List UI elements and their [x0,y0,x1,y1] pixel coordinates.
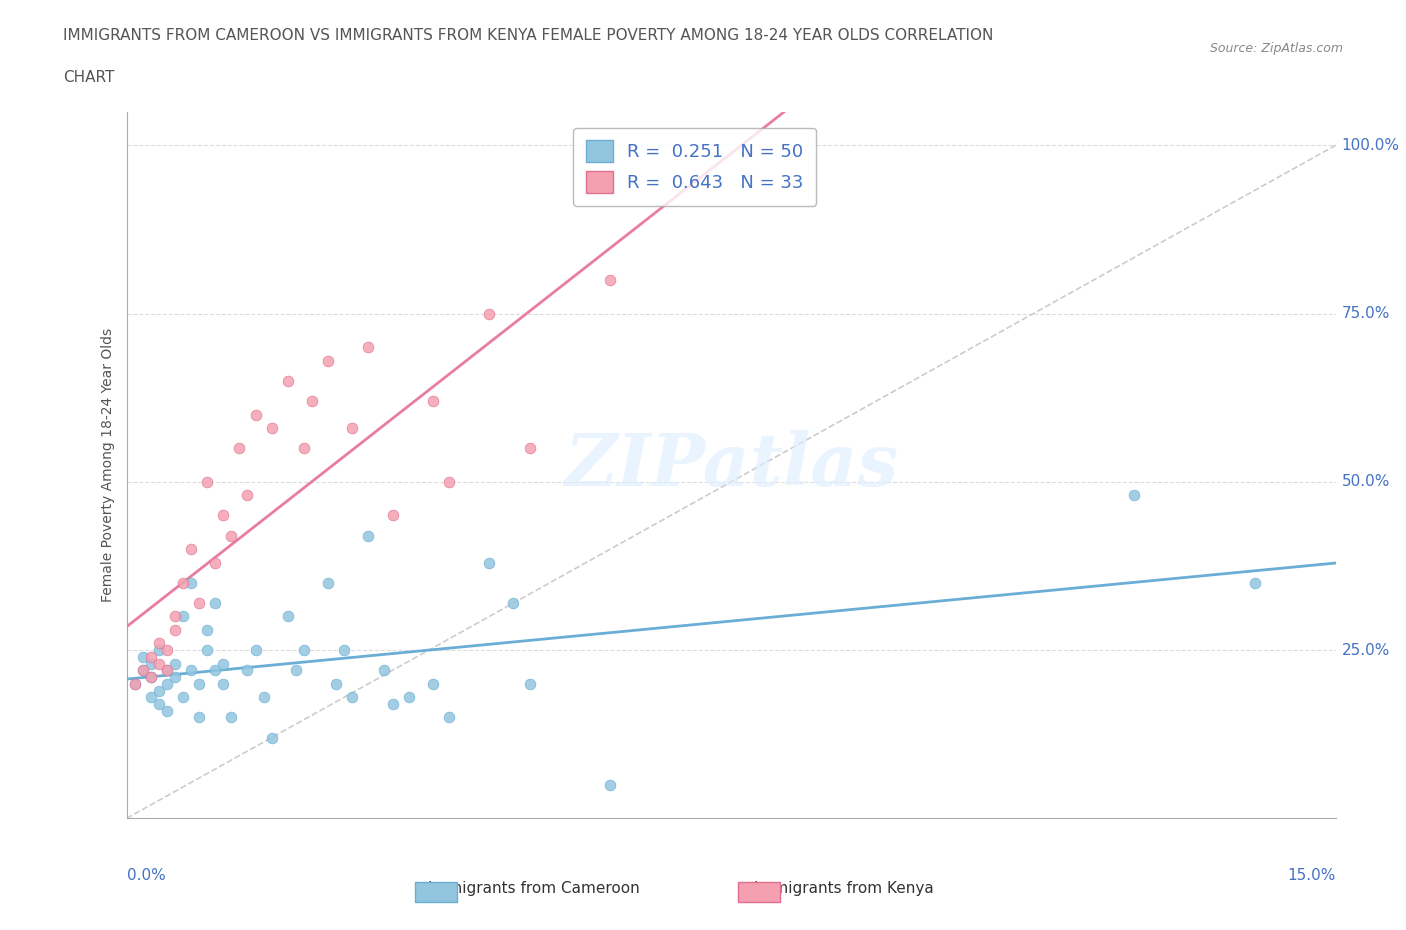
Point [139,670,162,684]
Point [172,609,194,624]
Point [188,710,211,724]
Point [357,528,380,543]
Point [422,393,444,408]
Point [221,528,243,543]
Point [156,676,179,691]
Point [599,272,621,287]
Point [188,676,211,691]
Text: 75.0%: 75.0% [1341,306,1391,321]
Point [1123,488,1146,503]
Point [236,488,259,503]
Text: Immigrants from Kenya: Immigrants from Kenya [754,881,934,896]
Point [195,643,218,658]
Text: ZIPatlas: ZIPatlas [564,430,898,500]
Point [156,643,179,658]
Point [478,555,501,570]
Point [204,663,226,678]
Point [342,420,364,435]
Text: IMMIGRANTS FROM CAMEROON VS IMMIGRANTS FROM KENYA FEMALE POVERTY AMONG 18-24 YEA: IMMIGRANTS FROM CAMEROON VS IMMIGRANTS F… [63,28,994,43]
Text: 15.0%: 15.0% [1288,868,1336,883]
Point [398,690,420,705]
Point [180,576,202,591]
Point [212,657,235,671]
Point [519,441,541,456]
Point [502,595,524,610]
Point [212,508,235,523]
Point [519,676,541,691]
Point [156,663,179,678]
Point [172,576,194,591]
Point [342,690,364,705]
Point [163,609,186,624]
Point [599,777,621,792]
Point [325,676,347,691]
Point [180,663,202,678]
Point [139,649,162,664]
Point [1244,576,1267,591]
Point [156,703,179,718]
Point [245,643,267,658]
Text: 50.0%: 50.0% [1341,474,1391,489]
Point [437,710,460,724]
Point [284,663,307,678]
Text: 25.0%: 25.0% [1341,643,1391,658]
Point [163,622,186,637]
Point [131,649,153,664]
Point [180,541,202,556]
Point [221,710,243,724]
Point [277,609,299,624]
Point [277,374,299,389]
Point [148,636,170,651]
Point [131,663,153,678]
Point [204,595,226,610]
Point [124,676,146,691]
Point [172,690,194,705]
Point [204,555,226,570]
Text: 0.0%: 0.0% [127,868,166,883]
Point [148,697,170,711]
Point [163,657,186,671]
Point [245,407,267,422]
Point [381,697,404,711]
Point [357,339,380,354]
Text: CHART: CHART [63,70,115,85]
Point [148,657,170,671]
Point [139,657,162,671]
Point [131,663,153,678]
Point [163,670,186,684]
Point [260,420,283,435]
Point [373,663,395,678]
Point [195,622,218,637]
Point [292,643,315,658]
Point [228,441,250,456]
Point [148,683,170,698]
Point [252,690,274,705]
Point [188,595,211,610]
Point [301,393,323,408]
Point [195,474,218,489]
Point [381,508,404,523]
Text: Source: ZipAtlas.com: Source: ZipAtlas.com [1209,42,1343,55]
Point [316,353,339,368]
Y-axis label: Female Poverty Among 18-24 Year Olds: Female Poverty Among 18-24 Year Olds [101,328,115,602]
Point [148,643,170,658]
Point [124,676,146,691]
Legend: R =  0.251   N = 50, R =  0.643   N = 33: R = 0.251 N = 50, R = 0.643 N = 33 [574,127,817,206]
Text: Immigrants from Cameroon: Immigrants from Cameroon [429,881,640,896]
Point [139,670,162,684]
Point [316,576,339,591]
Point [437,474,460,489]
Text: 100.0%: 100.0% [1341,138,1400,153]
Point [139,690,162,705]
Point [156,663,179,678]
Point [422,676,444,691]
Point [212,676,235,691]
Point [292,441,315,456]
Point [260,730,283,745]
Point [478,306,501,321]
Point [333,643,356,658]
Point [236,663,259,678]
